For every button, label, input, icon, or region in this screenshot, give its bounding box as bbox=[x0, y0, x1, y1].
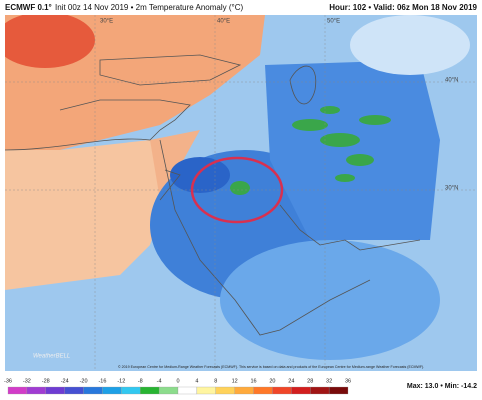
colorbar-swatch bbox=[7, 386, 28, 395]
colorbar-tick-label: 16 bbox=[250, 378, 256, 384]
colorbar-tick-label: 0 bbox=[176, 378, 179, 384]
cold-region bbox=[265, 60, 440, 240]
colorbar-tick-label: -28 bbox=[42, 378, 50, 384]
lon-label: 40°E bbox=[217, 19, 230, 25]
colorbar-tick-label: 12 bbox=[232, 378, 238, 384]
colorbar-swatch bbox=[177, 386, 198, 395]
colorbar-swatch bbox=[291, 386, 311, 395]
colorbar-swatch bbox=[64, 386, 84, 395]
cool-region bbox=[350, 15, 470, 75]
colorbar-tick-label: -16 bbox=[98, 378, 106, 384]
lon-label: 50°E bbox=[327, 19, 340, 25]
colorbar-swatch bbox=[102, 386, 122, 395]
colorbar-tick-label: -12 bbox=[117, 378, 125, 384]
run-info: Init 00z 14 Nov 2019 • 2m Temperature An… bbox=[55, 3, 244, 12]
lon-label: 30°E bbox=[100, 19, 113, 25]
highlight-circle bbox=[190, 156, 284, 224]
colorbar-tick-label: -8 bbox=[138, 378, 143, 384]
colorbar-swatch bbox=[253, 386, 273, 395]
logo: WeatherBELL bbox=[33, 354, 70, 360]
colorbar-tick-label: 8 bbox=[214, 378, 217, 384]
lat-label: 30°N bbox=[445, 186, 458, 192]
colorbar-tick-label: 32 bbox=[326, 378, 332, 384]
colorbar-swatch bbox=[328, 386, 349, 395]
colorbar-swatch bbox=[26, 386, 46, 395]
colorbar-tick-label: -20 bbox=[80, 378, 88, 384]
colorbar-swatch bbox=[158, 386, 179, 395]
colorbar-tick-label: 28 bbox=[307, 378, 313, 384]
valid-time: Hour: 102 • Valid: 06z Mon 18 Nov 2019 bbox=[329, 3, 477, 12]
map: 30°E 40°E 50°E 40°N 30°N WeatherBELL © 2… bbox=[5, 15, 477, 371]
colorbar-tick-label: 36 bbox=[345, 378, 351, 384]
colorbar-tick-label: -32 bbox=[23, 378, 31, 384]
coastlines bbox=[5, 54, 421, 336]
lat-label: 40°N bbox=[445, 78, 458, 84]
colorbar-tick-label: -24 bbox=[61, 378, 69, 384]
colorbar-tick-label: 4 bbox=[195, 378, 198, 384]
warm-region bbox=[150, 130, 200, 200]
colorbar-swatch bbox=[234, 386, 254, 395]
colorbar-swatch bbox=[121, 386, 141, 395]
colorbar-tick-label: 24 bbox=[288, 378, 294, 384]
credit: © 2019 European Centre for Medium-Range … bbox=[118, 365, 424, 369]
warm-core bbox=[5, 15, 95, 68]
colorbar-swatch bbox=[45, 386, 65, 395]
colorbar-swatch bbox=[272, 386, 292, 395]
colorbar-swatch bbox=[140, 386, 160, 395]
cold-patches bbox=[230, 106, 391, 195]
stats: Max: 13.0 • Min: -14.2 bbox=[407, 383, 477, 390]
colorbar-tick-label: 20 bbox=[269, 378, 275, 384]
colorbar: -36 -32 -28 -24 -20 -16 -12 -8 -4 0 4 8 12 16 20 24 28 32… bbox=[4, 378, 351, 395]
colorbar-tick-label: -36 bbox=[4, 378, 12, 384]
colorbar-swatch bbox=[196, 386, 216, 395]
colorbar-tick-label: -4 bbox=[157, 378, 162, 384]
colorbar-swatch bbox=[215, 386, 235, 395]
model-name: ECMWF 0.1° bbox=[5, 3, 52, 12]
warm-region bbox=[5, 140, 165, 290]
colorbar-swatch bbox=[83, 386, 103, 395]
grid bbox=[5, 15, 477, 371]
colorbar-swatch bbox=[310, 386, 330, 395]
